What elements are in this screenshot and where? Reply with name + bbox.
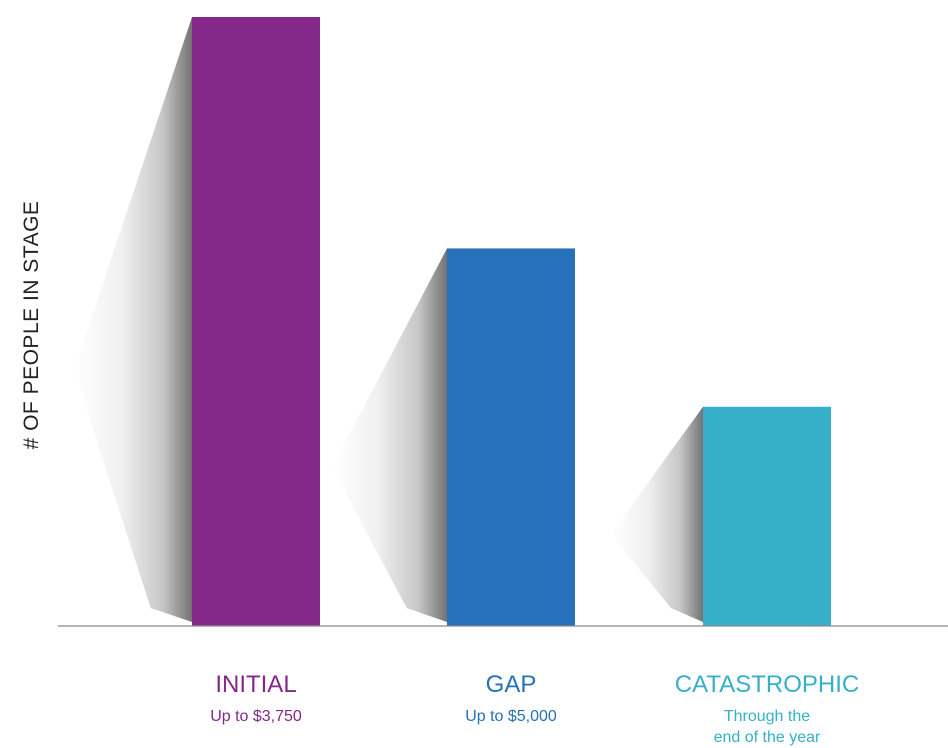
y-axis-label: # OF PEOPLE IN STAGE [20,201,43,450]
category-sublabel-catastrophic: Through the [724,708,810,725]
category-label-catastrophic: CATASTROPHIC [675,671,859,698]
category-sublabel-gap: Up to $5,000 [465,708,557,725]
category-sublabel-initial: Up to $3,750 [210,708,302,725]
bar-shadow-catastrophic [611,406,703,622]
category-labels: INITIAL Up to $3,750 GAP Up to $5,000 CATAST… [210,671,859,746]
category-label-initial: INITIAL [215,671,296,698]
bar-initial [192,17,320,626]
bar-shadow-initial [74,17,192,622]
category-sublabel-catastrophic: end of the year [714,729,821,746]
bar-catastrophic [703,406,831,626]
bar-gap [447,248,575,627]
bar-shadow-gap [332,248,447,623]
bars [192,17,831,627]
bar-shadows [74,17,703,623]
category-label-gap: GAP [486,671,537,698]
